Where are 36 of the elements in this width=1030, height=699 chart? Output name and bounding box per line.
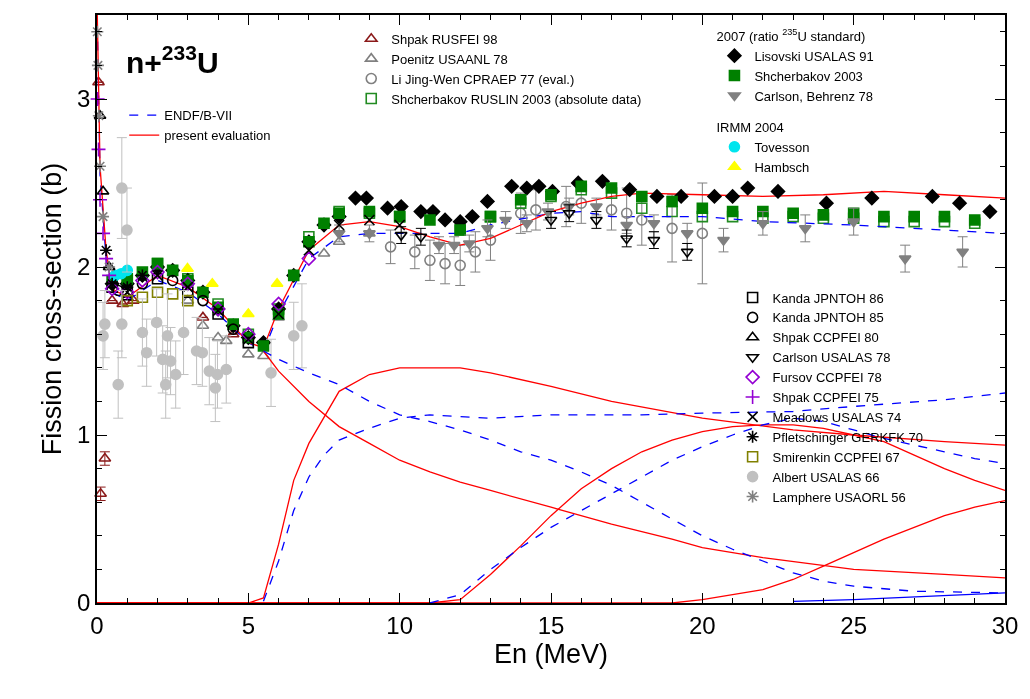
x-tick-label: 30: [991, 611, 1019, 639]
legend-label: Tovesson: [754, 139, 810, 155]
x-tick-label: 10: [386, 611, 414, 639]
legend-label: Lisovski USALAS 91: [754, 48, 874, 64]
legend-label: ENDF/B-VII: [164, 108, 233, 124]
legend-label: Hambsch: [754, 159, 810, 175]
legend-label: present evaluation: [164, 128, 271, 144]
y-tick-label: 1: [77, 421, 91, 449]
legend-label: Li Jing-Wen CPRAEP 77 (eval.): [391, 71, 575, 87]
legend-label: Lamphere USAORL 56: [772, 489, 906, 505]
legend-label: Meadows USALAS 74: [772, 409, 902, 425]
y-tick-label: 0: [77, 589, 91, 617]
legend-label: Fursov CCPFEI 78: [772, 370, 882, 386]
y-tick-label: 2: [77, 253, 91, 281]
x-axis-title: En (MeV): [493, 638, 609, 669]
y-axis-title: Fission cross-section (b): [36, 162, 67, 456]
legend-label: Kanda JPNTOH 85: [772, 310, 884, 326]
legend-label: Smirenkin CCPFEI 67: [772, 449, 900, 465]
legend-label: Poenitz USAANL 78: [391, 51, 508, 67]
x-tick-label: 15: [537, 611, 565, 639]
x-tick-label: 25: [840, 611, 868, 639]
legend-label: Carlson, Behrenz 78: [754, 88, 873, 104]
legend-label: Shpak CCPFEI 80: [772, 330, 879, 346]
legend-label: Shpak CCPFEI 75: [772, 390, 879, 406]
annotation: 2007 (ratio $^{235}$U standard): [716, 27, 866, 44]
legend-label: Carlson USALAS 78: [772, 350, 891, 366]
annotation: IRMM 2004: [716, 119, 784, 135]
legend-label: Shcherbakov RUSLIN 2003 (absolute data): [391, 91, 642, 107]
y-tick-label: 3: [77, 85, 91, 113]
legend-label: Shpak RUSFEI 98: [391, 31, 498, 47]
text: n+$^{233}$U: [126, 41, 219, 79]
x-tick-label: 5: [241, 611, 256, 639]
legend-label: Kanda JPNTOH 86: [772, 290, 884, 306]
legend-label: Shcherbakov 2003: [754, 68, 863, 84]
legend-label: Albert USALAS 66: [772, 469, 880, 485]
x-tick-label: 20: [688, 611, 716, 639]
